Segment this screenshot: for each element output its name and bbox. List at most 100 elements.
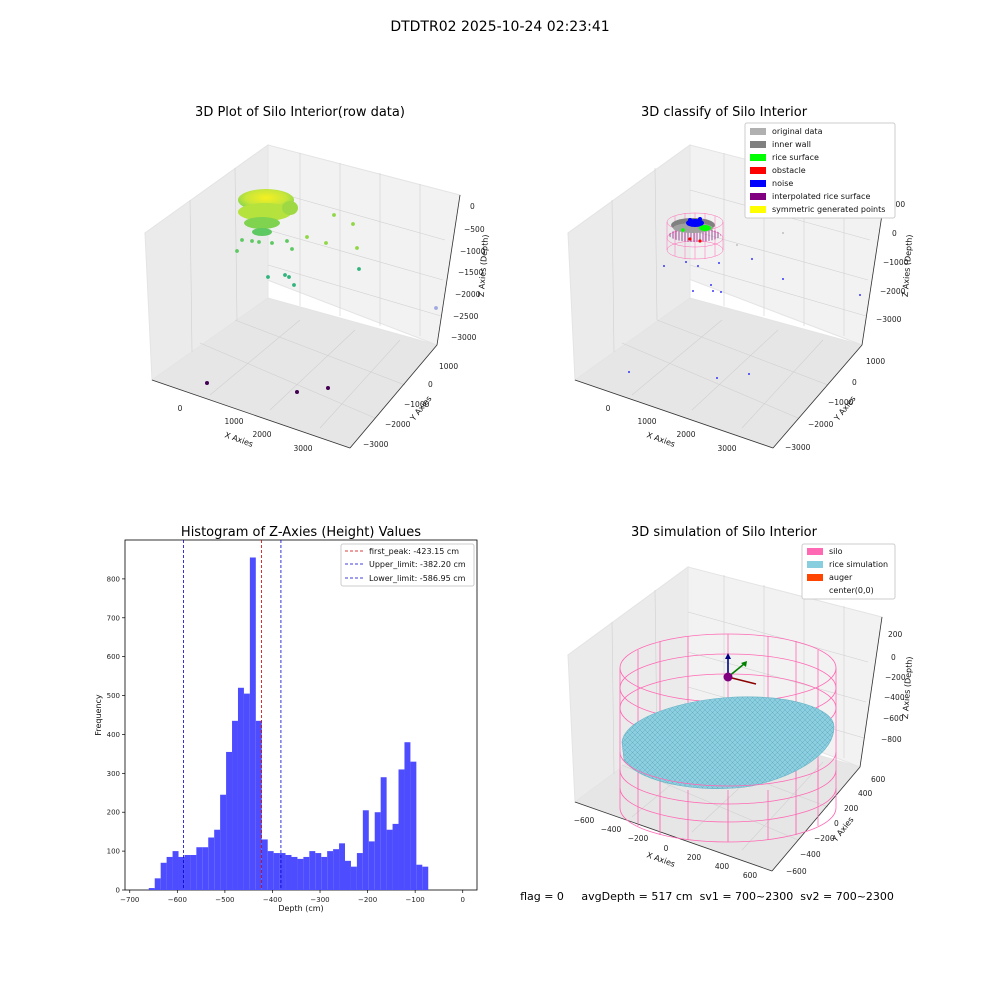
histogram-bar	[374, 812, 381, 890]
histogram-bar	[220, 794, 227, 890]
histogram-reference-lines	[183, 540, 282, 890]
histogram-xlabel: Depth (cm)	[278, 904, 323, 913]
histogram-y-tick-label: 500	[107, 692, 120, 700]
classify-legend-item-rice-surface: rice surface	[750, 153, 819, 162]
simulation-title: 3D simulation of Silo Interior	[631, 525, 818, 540]
classify-legend: original data inner wall rice surface ob…	[744, 122, 896, 219]
histogram-bar	[208, 837, 215, 890]
histogram-bar	[315, 853, 322, 890]
classify-3d-z-ticks: 1000 0 −1000 −2000 −3000	[876, 200, 909, 324]
classify-legend-item-obstacle: obstacle	[750, 166, 806, 175]
histogram-x-tick-label: −200	[358, 896, 377, 904]
histogram-bar	[196, 847, 203, 890]
svg-text:0: 0	[606, 404, 611, 413]
svg-text:inner wall: inner wall	[772, 140, 811, 149]
histogram-bar	[350, 866, 357, 890]
simulation-3d-y-ticks: 600 400 200 0 −200 −400 −600	[786, 775, 886, 876]
svg-text:1000: 1000	[866, 357, 885, 366]
svg-text:−500: −500	[464, 225, 485, 234]
classify-legend-item-interpolated: interpolated rice surface	[750, 192, 870, 201]
svg-text:Upper_limit: -382.20 cm: Upper_limit: -382.20 cm	[369, 560, 466, 569]
svg-text:1000: 1000	[886, 200, 905, 209]
histogram-legend-item-first-peak: first_peak: -423.15 cm	[345, 547, 459, 556]
histogram-title: Histogram of Z-Axies (Height) Values	[181, 525, 421, 540]
classify-legend-item-symmetric: symmetric generated points	[750, 205, 885, 214]
histogram-bar	[303, 856, 310, 890]
svg-text:−600: −600	[883, 714, 904, 723]
svg-text:−2000: −2000	[880, 287, 906, 296]
histogram-bar	[345, 860, 351, 890]
svg-text:3000: 3000	[293, 444, 312, 453]
svg-text:−200: −200	[885, 673, 906, 682]
svg-text:rice simulation: rice simulation	[829, 560, 888, 569]
classify-legend-item-original: original data	[750, 127, 823, 136]
histogram-y-tick-label: 0	[116, 887, 120, 895]
histogram-bar	[368, 841, 375, 890]
histogram-bar	[243, 693, 250, 890]
figure-suptitle: DTDTR02 2025-10-24 02:23:41	[390, 19, 609, 35]
panel-raw-title: 3D Plot of Silo Interior(row data)	[195, 105, 405, 120]
histogram-bar	[422, 866, 429, 890]
svg-text:2000: 2000	[676, 430, 695, 439]
svg-text:1000: 1000	[224, 417, 243, 426]
simulation-legend-item-auger: auger	[807, 573, 853, 582]
svg-text:600: 600	[871, 775, 886, 784]
svg-text:−400: −400	[601, 825, 622, 834]
histogram-bar	[327, 851, 334, 890]
svg-text:−3000: −3000	[363, 440, 389, 449]
svg-text:silo: silo	[829, 547, 843, 556]
raw-3d-points	[205, 189, 438, 394]
raw-3d-x-ticks: 0 1000 2000 3000	[178, 404, 313, 453]
histogram-bar	[178, 856, 185, 890]
histogram-x-tick-label: −300	[310, 896, 329, 904]
svg-text:Lower_limit: -586.95 cm: Lower_limit: -586.95 cm	[369, 574, 466, 583]
svg-text:−600: −600	[786, 867, 807, 876]
svg-text:−400: −400	[800, 850, 821, 859]
simulation-3d-xlabel: X Axies	[645, 850, 676, 869]
svg-text:−2500: −2500	[453, 312, 479, 321]
histogram-bar	[297, 858, 304, 890]
histogram-y-tick-label: 800	[107, 575, 120, 583]
histogram-bar	[154, 878, 161, 890]
svg-text:interpolated rice surface: interpolated rice surface	[772, 192, 870, 201]
histogram-bar	[410, 761, 417, 890]
svg-text:1000: 1000	[439, 362, 458, 371]
svg-text:−3000: −3000	[785, 443, 811, 452]
histogram-x-tick-label: −600	[168, 896, 187, 904]
histogram-x-tick-label: −100	[406, 896, 425, 904]
simulation-legend-item-rice: rice simulation	[807, 560, 888, 569]
histogram-y-tick-label: 300	[107, 770, 120, 778]
svg-text:−1500: −1500	[458, 268, 484, 277]
svg-text:original data: original data	[772, 127, 823, 136]
histogram-bar	[356, 853, 363, 890]
simulation-3d-x-ticks: −600 −400 −200 0 200 400 600	[574, 816, 758, 880]
svg-text:auger: auger	[829, 573, 853, 582]
histogram-bar	[398, 769, 405, 890]
svg-text:1000: 1000	[637, 417, 656, 426]
histogram-ylabel: Frequency	[94, 694, 103, 736]
svg-text:−3000: −3000	[451, 333, 477, 342]
histogram-bar	[226, 751, 233, 890]
histogram-legend-item-lower-limit: Lower_limit: -586.95 cm	[345, 574, 466, 583]
svg-text:−2000: −2000	[455, 290, 481, 299]
histogram-y-tick-label: 400	[107, 731, 120, 739]
svg-text:center(0,0): center(0,0)	[829, 586, 874, 595]
svg-text:0: 0	[891, 653, 896, 662]
histogram-bar	[237, 687, 244, 890]
svg-text:0: 0	[852, 378, 857, 387]
svg-text:−1000: −1000	[883, 258, 909, 267]
svg-text:200: 200	[687, 853, 702, 862]
histogram-bar	[285, 855, 292, 890]
svg-text:400: 400	[858, 789, 873, 798]
svg-text:−200: −200	[814, 834, 835, 843]
svg-text:3000: 3000	[717, 444, 736, 453]
histogram-bar	[172, 851, 179, 890]
histogram-bar	[267, 851, 274, 890]
histogram-bar	[148, 888, 155, 890]
histogram-bar	[339, 843, 345, 890]
simulation-3d-zlabel: Z Axies (Depth)	[901, 656, 914, 719]
svg-text:0: 0	[428, 380, 433, 389]
histogram-bar	[362, 810, 369, 890]
svg-text:200: 200	[888, 630, 903, 639]
